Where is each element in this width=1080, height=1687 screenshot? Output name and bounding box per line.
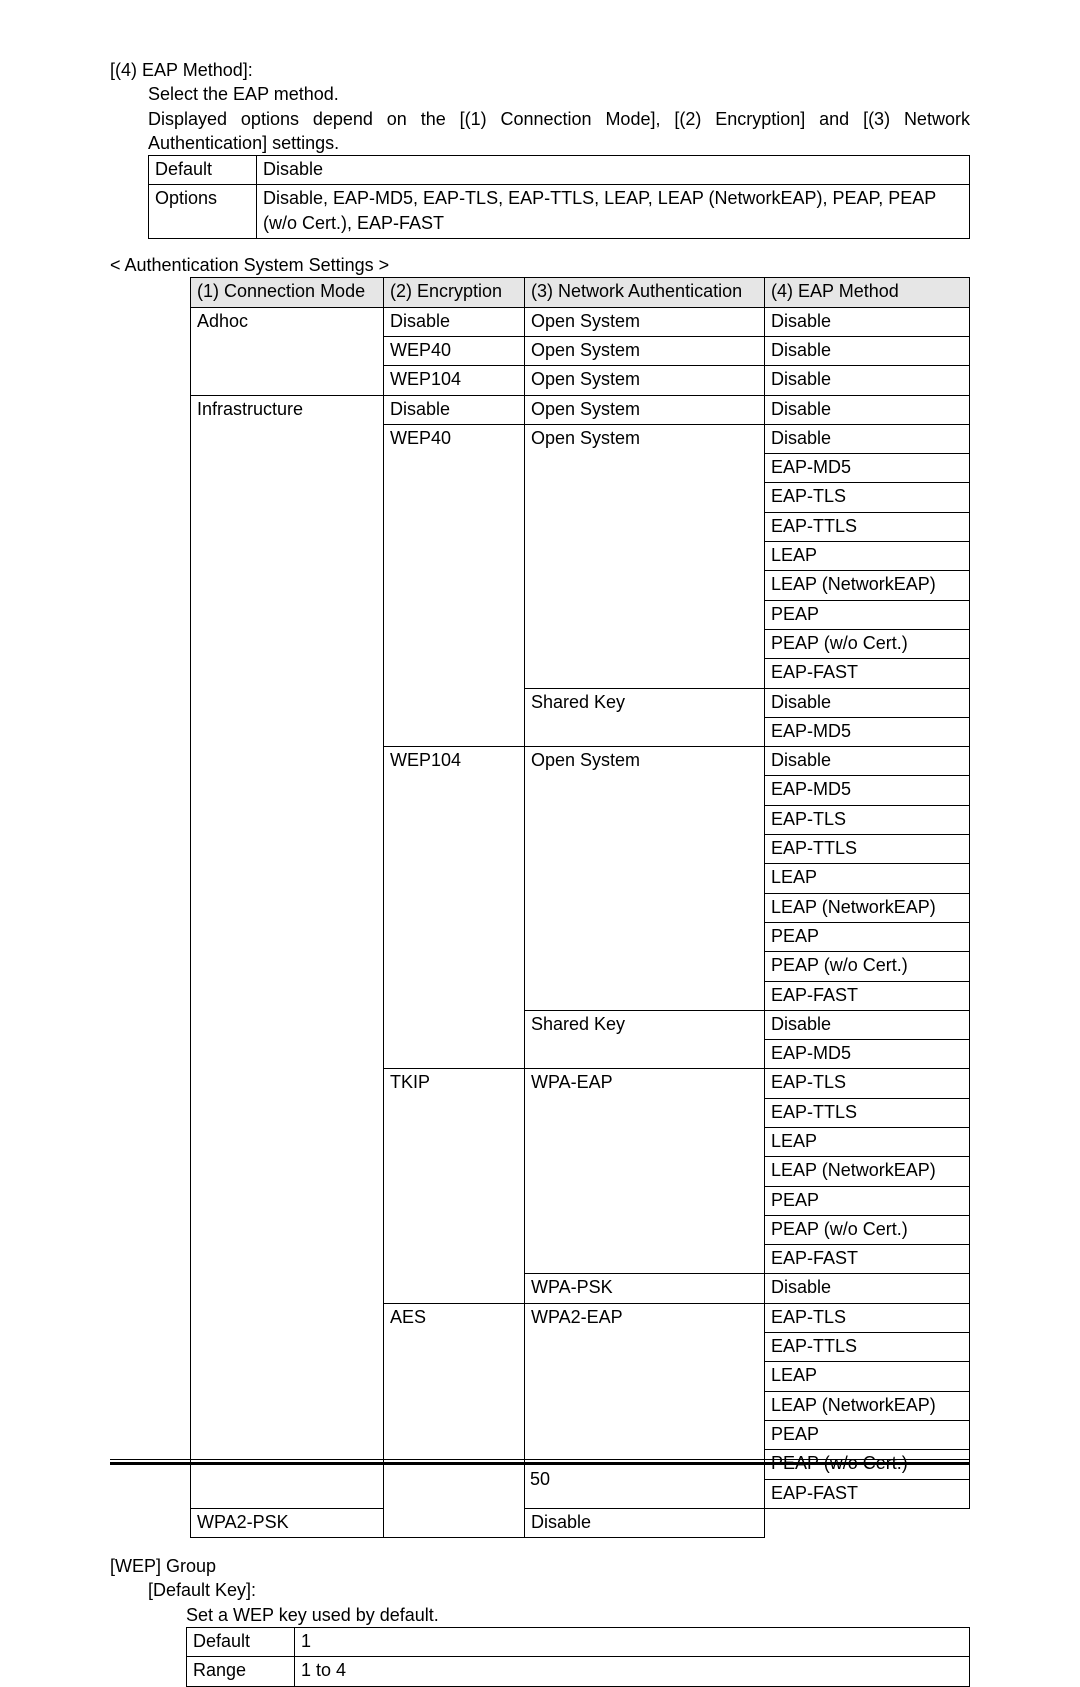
w: [(1) bbox=[460, 109, 487, 129]
cell: EAP-FAST bbox=[765, 981, 970, 1010]
cell-wep-default-label: Default bbox=[187, 1628, 295, 1657]
text-displayed-options: Displayed options depend on the [(1) Con… bbox=[148, 107, 970, 131]
cell: Disable bbox=[765, 1010, 970, 1039]
cell: EAP-TTLS bbox=[765, 835, 970, 864]
w: on bbox=[387, 109, 407, 129]
cell: LEAP (NetworkEAP) bbox=[765, 571, 970, 600]
cell: Open System bbox=[525, 747, 765, 1011]
w: [(3) bbox=[863, 109, 890, 129]
w: the bbox=[421, 109, 446, 129]
cell: Disable bbox=[765, 307, 970, 336]
cell: Open System bbox=[525, 336, 765, 365]
cell-wep-default-value: 1 bbox=[295, 1628, 970, 1657]
cell-wep-range-value: 1 to 4 bbox=[295, 1657, 970, 1686]
text-set-wep: Set a WEP key used by default. bbox=[186, 1603, 970, 1627]
caption-auth-settings: < Authentication System Settings > bbox=[110, 253, 970, 277]
cell: WEP104 bbox=[384, 747, 525, 1069]
th-encryption: (2) Encryption bbox=[384, 278, 525, 307]
heading-default-key: [Default Key]: bbox=[148, 1578, 970, 1602]
cell: Shared Key bbox=[525, 1010, 765, 1069]
cell: Disable bbox=[525, 1508, 765, 1537]
w: Network bbox=[904, 109, 970, 129]
w: Encryption] bbox=[715, 109, 805, 129]
w: Displayed bbox=[148, 109, 227, 129]
cell: PEAP bbox=[765, 600, 970, 629]
cell: WEP40 bbox=[384, 424, 525, 746]
cell: Disable bbox=[765, 366, 970, 395]
w: Connection bbox=[500, 109, 591, 129]
cell: EAP-FAST bbox=[765, 659, 970, 688]
cell: LEAP (NetworkEAP) bbox=[765, 1157, 970, 1186]
text-select-eap: Select the EAP method. bbox=[148, 82, 970, 106]
cell: EAP-TLS bbox=[765, 483, 970, 512]
cell: Open System bbox=[525, 307, 765, 336]
cell: PEAP bbox=[765, 1420, 970, 1449]
cell: AES bbox=[384, 1303, 525, 1537]
cell: PEAP bbox=[765, 922, 970, 951]
w: depend bbox=[313, 109, 373, 129]
th-conn-mode: (1) Connection Mode bbox=[191, 278, 384, 307]
cell: Shared Key bbox=[525, 688, 765, 747]
cell-cm-infra: Infrastructure bbox=[191, 395, 384, 1508]
cell: Disable bbox=[384, 395, 525, 424]
cell: Disable bbox=[765, 747, 970, 776]
cell: Open System bbox=[525, 395, 765, 424]
cell: LEAP (NetworkEAP) bbox=[765, 893, 970, 922]
cell: Open System bbox=[525, 424, 765, 688]
cell: EAP-TLS bbox=[765, 1303, 970, 1332]
cell: PEAP (w/o Cert.) bbox=[765, 1215, 970, 1244]
heading-wep-group: [WEP] Group bbox=[110, 1554, 970, 1578]
cell: Disable bbox=[765, 688, 970, 717]
cell-cm-adhoc: Adhoc bbox=[191, 307, 384, 395]
cell: Open System bbox=[525, 366, 765, 395]
w: and bbox=[819, 109, 849, 129]
footer-rule-thin bbox=[110, 1459, 970, 1460]
cell: Disable bbox=[765, 1274, 970, 1303]
cell: LEAP (NetworkEAP) bbox=[765, 1391, 970, 1420]
cell: Disable bbox=[765, 395, 970, 424]
table-wep-default: Default 1 Range 1 to 4 bbox=[186, 1627, 970, 1687]
cell: PEAP (w/o Cert.) bbox=[765, 952, 970, 981]
cell-wep-range-label: Range bbox=[187, 1657, 295, 1686]
cell: EAP-TLS bbox=[765, 805, 970, 834]
cell: WPA2-PSK bbox=[191, 1508, 384, 1537]
cell-options-label: Options bbox=[149, 185, 257, 239]
cell: EAP-MD5 bbox=[765, 717, 970, 746]
cell: Disable bbox=[765, 336, 970, 365]
cell: TKIP bbox=[384, 1069, 525, 1303]
cell: LEAP bbox=[765, 1127, 970, 1156]
cell: LEAP bbox=[765, 542, 970, 571]
cell: PEAP (w/o Cert.) bbox=[765, 629, 970, 658]
text-auth-settings: Authentication] settings. bbox=[148, 131, 970, 155]
cell-default-value: Disable bbox=[257, 156, 970, 185]
cell: PEAP bbox=[765, 1186, 970, 1215]
page-number: 50 bbox=[110, 1465, 970, 1490]
cell-options-value: Disable, EAP-MD5, EAP-TLS, EAP-TTLS, LEA… bbox=[257, 185, 970, 239]
th-eap-method: (4) EAP Method bbox=[765, 278, 970, 307]
w: [(2) bbox=[674, 109, 701, 129]
w: options bbox=[241, 109, 299, 129]
cell: Disable bbox=[384, 307, 525, 336]
cell: EAP-TTLS bbox=[765, 1333, 970, 1362]
cell: WEP104 bbox=[384, 366, 525, 395]
cell: EAP-TLS bbox=[765, 1069, 970, 1098]
cell: EAP-MD5 bbox=[765, 454, 970, 483]
cell: LEAP bbox=[765, 1362, 970, 1391]
th-net-auth: (3) Network Authentication bbox=[525, 278, 765, 307]
cell-default-label: Default bbox=[149, 156, 257, 185]
cell: EAP-MD5 bbox=[765, 776, 970, 805]
cell: WEP40 bbox=[384, 336, 525, 365]
table-default-options: Default Disable Options Disable, EAP-MD5… bbox=[148, 155, 970, 239]
cell: Disable bbox=[765, 424, 970, 453]
cell: WPA-EAP bbox=[525, 1069, 765, 1274]
cell: EAP-MD5 bbox=[765, 1040, 970, 1069]
cell: LEAP bbox=[765, 864, 970, 893]
heading-eap-method: [(4) EAP Method]: bbox=[110, 58, 970, 82]
cell: EAP-TTLS bbox=[765, 1098, 970, 1127]
cell: EAP-TTLS bbox=[765, 512, 970, 541]
w: Mode], bbox=[605, 109, 660, 129]
table-auth-settings: (1) Connection Mode (2) Encryption (3) N… bbox=[190, 277, 970, 1538]
cell: WPA-PSK bbox=[525, 1274, 765, 1303]
cell: EAP-FAST bbox=[765, 1245, 970, 1274]
